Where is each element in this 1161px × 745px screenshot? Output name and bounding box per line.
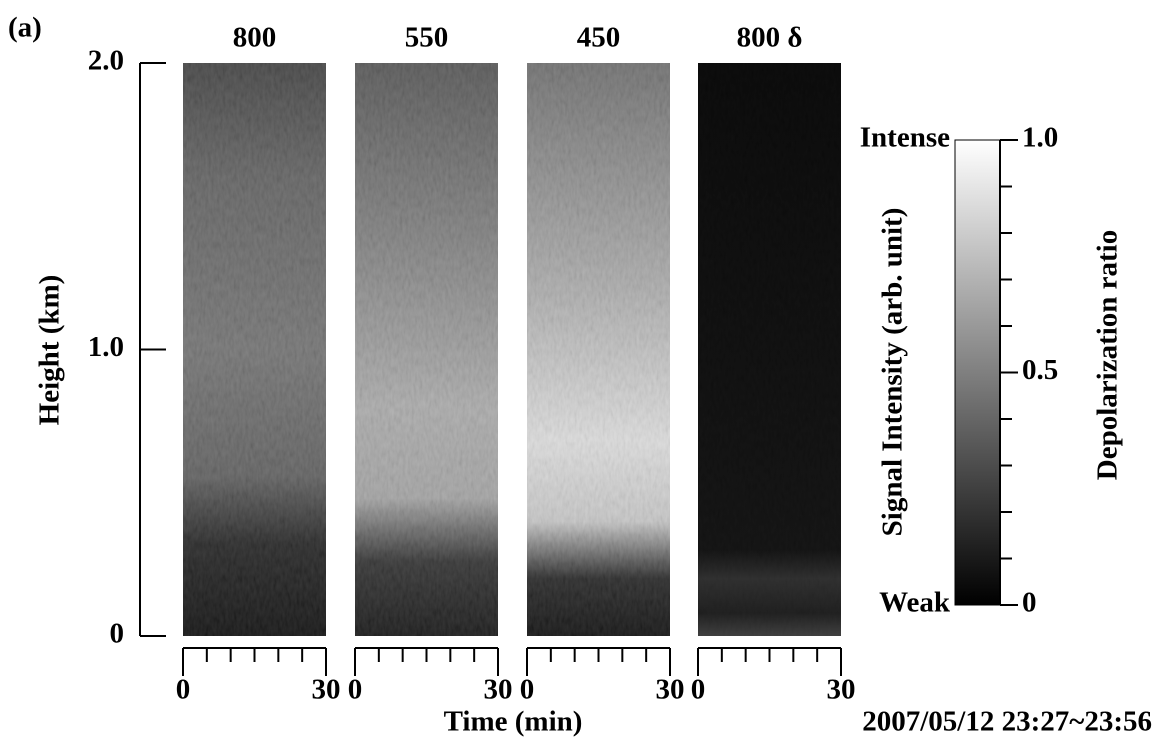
- colorbar-bottom-label: Weak: [879, 587, 951, 619]
- heatmap-texture: [355, 63, 498, 636]
- y-tick-label: 2.0: [88, 45, 124, 77]
- timestamp: 2007/05/12 23:27~23:56: [862, 706, 1152, 738]
- panel-title: 450: [577, 22, 621, 54]
- x-tick-label: 0: [176, 674, 191, 706]
- y-tick-label: 1.0: [88, 331, 124, 363]
- x-axis-label: Time (min): [444, 706, 583, 738]
- x-tick-label: 30: [656, 674, 685, 706]
- colorbar-top-label: Intense: [860, 122, 950, 154]
- colorbar-tick-label: 0.5: [1022, 354, 1058, 386]
- x-tick-label: 30: [312, 674, 341, 706]
- x-tick-label: 0: [348, 674, 363, 706]
- x-tick-label: 30: [827, 674, 856, 706]
- heatmap-texture: [183, 63, 326, 636]
- x-tick-label: 30: [484, 674, 513, 706]
- colorbar-right-label: Depolarization ratio: [1092, 230, 1124, 480]
- colorbar: [954, 139, 1001, 606]
- colorbar-tick-label: 1.0: [1022, 122, 1058, 154]
- y-tick-label: 0: [110, 618, 125, 650]
- x-tick-label: 0: [520, 674, 535, 706]
- colorbar-left-label: Signal Intensity (arb. unit): [877, 208, 909, 537]
- heatmap-texture: [527, 63, 670, 636]
- panel-title: 800 δ: [737, 22, 803, 54]
- panel-title: 550: [405, 22, 449, 54]
- panel-label: (a): [8, 12, 42, 44]
- panel-title: 800: [233, 22, 277, 54]
- y-axis-label: Height (km): [34, 275, 66, 426]
- x-tick-label: 0: [691, 674, 706, 706]
- heatmap-texture: [698, 63, 841, 636]
- colorbar-tick-label: 0: [1022, 587, 1037, 619]
